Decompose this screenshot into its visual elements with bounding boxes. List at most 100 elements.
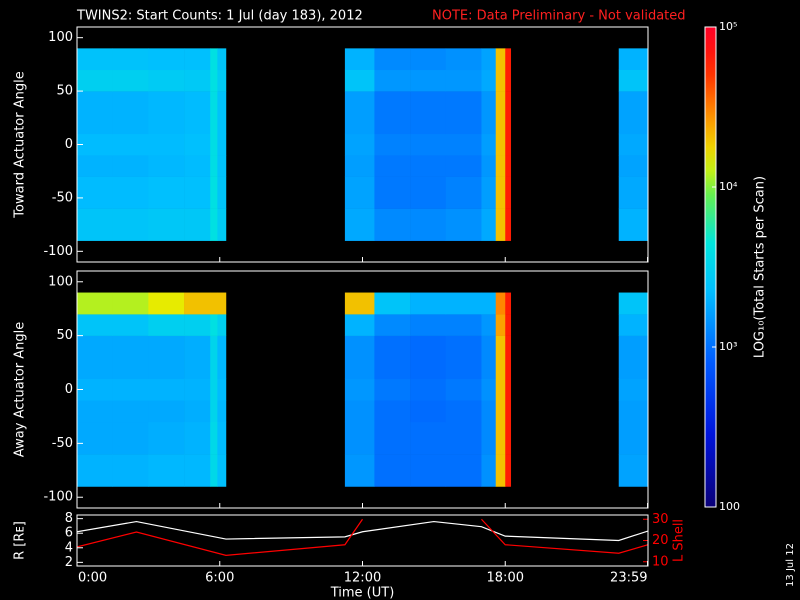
heatmap-cell (505, 69, 512, 92)
y-tick-label: 50 (56, 84, 73, 99)
heatmap-cell (210, 400, 218, 423)
heatmap-cell (374, 378, 411, 401)
heatmap-cell (112, 378, 149, 401)
y-axis-label: Toward Actuator Angle (13, 71, 28, 218)
x-tick-label: 23:59 (610, 571, 647, 586)
y-tick-label: 6 (65, 526, 73, 541)
heatmap-cell (210, 421, 218, 455)
heatmap-cell (445, 454, 482, 487)
series-line (77, 520, 648, 542)
heatmap-cell (344, 176, 375, 209)
heatmap-cell (184, 314, 211, 336)
heatmap-cell (344, 48, 375, 71)
heatmap-cell (374, 400, 411, 423)
heatmap-cell (495, 48, 506, 71)
heatmap-cell (410, 91, 447, 135)
heatmap-cell (495, 421, 506, 455)
heatmap-cell (374, 454, 411, 487)
heatmap-cell (217, 176, 227, 209)
y-tick-label: 100 (48, 274, 73, 289)
heatmap-cell (210, 314, 218, 336)
heatmap-cell (112, 176, 149, 209)
heatmap-cell (344, 155, 375, 177)
heatmap-cell (112, 400, 149, 423)
heatmap-cell (112, 454, 149, 487)
heatmap-cell (77, 292, 113, 315)
heatmap-cell (344, 454, 375, 487)
heatmap-cell (445, 335, 482, 380)
heatmap-cell (495, 208, 506, 241)
heatmap-cell (217, 378, 227, 401)
panel-frame (76, 514, 649, 567)
heatmap-cell (184, 69, 211, 92)
heatmap-cell (210, 155, 218, 177)
y-axis-label: Away Actuator Angle (13, 322, 28, 457)
heatmap-cell (410, 48, 447, 71)
heatmap-cell (410, 400, 447, 423)
heatmap-cell (481, 292, 497, 315)
heatmap-cell (410, 155, 447, 177)
heatmap-cell (481, 314, 497, 336)
heatmap-cell (210, 133, 218, 156)
heatmap-cell (344, 335, 375, 380)
heatmap-cell (445, 400, 482, 423)
heatmap-cell (374, 335, 411, 380)
heatmap-cell (410, 314, 447, 336)
y-tick-label: 50 (56, 328, 73, 343)
heatmap-cell (217, 69, 227, 92)
heatmap-cell (505, 378, 512, 401)
heatmap-cell (618, 454, 649, 487)
heatmap-cell (184, 155, 211, 177)
heatmap-cell (618, 48, 649, 71)
heatmap-cell (495, 176, 506, 209)
heatmap-cell (210, 91, 218, 135)
note: NOTE: Data Preliminary - Not validated (432, 9, 686, 24)
heatmap-cell (112, 314, 149, 336)
heatmap-cell (210, 69, 218, 92)
heatmap-cell (495, 155, 506, 177)
heatmap-cell (618, 335, 649, 380)
heatmap-cell (495, 400, 506, 423)
heatmap-cell (445, 155, 482, 177)
heatmap-cell (77, 378, 113, 401)
heatmap-cell (184, 292, 211, 315)
heatmap-cell (618, 133, 649, 156)
heatmap-cell (505, 133, 512, 156)
heatmap-cell (481, 378, 497, 401)
heatmap-cell (112, 208, 149, 241)
heatmap-cell (148, 314, 185, 336)
series-line (77, 518, 648, 556)
heatmap-cell (148, 454, 185, 487)
date-stamp: 13 Jul 12 (785, 543, 796, 587)
heatmap-cell (217, 400, 227, 423)
heatmap-cell (410, 292, 447, 315)
heatmap-cell (210, 292, 218, 315)
heatmap-cell (445, 69, 482, 92)
y-tick-label: 2 (65, 555, 73, 570)
y2-tick-label: 20 (652, 533, 669, 548)
heatmap-cell (374, 155, 411, 177)
heatmap-cell (495, 91, 506, 135)
y-tick-label: -100 (43, 490, 73, 505)
heatmap-cell (410, 378, 447, 401)
heatmap-cell (495, 378, 506, 401)
heatmap-cell (481, 155, 497, 177)
heatmap-cell (184, 454, 211, 487)
colorbar-tick-label: 100 (719, 500, 740, 513)
heatmap-cell (148, 292, 185, 315)
heatmap-cell (410, 133, 447, 156)
heatmap-cell (495, 314, 506, 336)
heatmap-cell (112, 335, 149, 380)
heatmap-cell (410, 421, 447, 455)
heatmap-cell (148, 155, 185, 177)
x-axis-label: Time (UT) (330, 586, 395, 600)
heatmap-cell (184, 176, 211, 209)
heatmap-cell (505, 421, 512, 455)
heatmap-cell (112, 421, 149, 455)
y-tick-label: -50 (52, 436, 73, 451)
heatmap-cell (374, 208, 411, 241)
x-tick-label: 0:00 (78, 571, 107, 586)
y-tick-label: 0 (65, 137, 73, 152)
heatmap-cell (374, 176, 411, 209)
chart-title: TWINS2: Start Counts: 1 Jul (day 183), 2… (76, 9, 363, 24)
